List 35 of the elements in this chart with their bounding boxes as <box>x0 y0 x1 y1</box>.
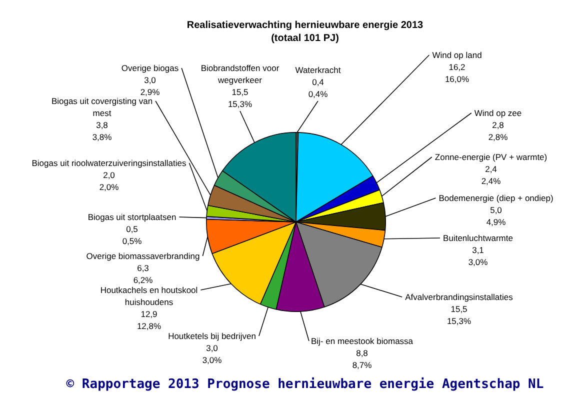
data-label: 15,5 15,3% <box>446 304 472 326</box>
slice-label: Biogas uit stortplaatsen <box>88 212 176 222</box>
slice-label: Wind op land <box>432 50 482 60</box>
slice-label: Waterkracht <box>295 65 342 75</box>
slice-label: Bodemenergie (diep + ondiep) <box>438 193 554 203</box>
slice-label: Overige biomassaverbranding <box>86 251 200 261</box>
slice-label: Houtketels bij bedrijven <box>168 331 256 341</box>
data-label: 15,5 15,3% <box>228 87 252 109</box>
data-label: 12,9 12,8% <box>136 309 162 331</box>
slice-label: Bij- en meestook biomassa <box>310 336 414 346</box>
data-label: 2,8 2,8% <box>488 120 508 142</box>
slice-label: Zonne-energie (PV + warmte) <box>434 152 548 162</box>
data-label: 3,1 3,0% <box>468 245 488 267</box>
chart-title: Realisatieverwachting hernieuwbare energie 2013 <box>186 20 424 31</box>
data-label: 6,3 6,2% <box>133 263 154 285</box>
slice-label: Biobrandstoffen voor wegverkeer <box>200 63 280 85</box>
slice-label: Overige biogas <box>121 63 179 73</box>
data-label: 5,0 4,9% <box>486 205 506 227</box>
text: © Rapportage 2013 Prognose hernieuwbare energie Agentschap NL <box>66 377 544 392</box>
data-label: 0,5 0,5% <box>122 224 142 246</box>
data-label: 3,0 2,9% <box>140 75 160 97</box>
slice-label: Afvalverbrandingsinstallaties <box>405 292 513 302</box>
slice-label: Biogas uit covergisting van mest <box>51 96 153 118</box>
slice-label: Biogas uit rioolwaterzuiveringsinstallaties <box>32 158 186 168</box>
data-label: 2,4 2,4% <box>481 164 502 186</box>
data-label: 0,4 0,4% <box>308 77 328 99</box>
data-label: 16,2 16,0% <box>444 62 470 84</box>
slice-label: Buitenluchtwarmte <box>443 233 514 243</box>
data-label: 3,8 3,8% <box>92 120 112 142</box>
data-label: 2,0 2,0% <box>99 170 120 192</box>
slice-label: Wind op zee <box>474 108 522 118</box>
slice-label: Houtkachels en houtskool huishoudens <box>100 285 198 307</box>
data-label: 8,8 8,7% <box>352 348 372 370</box>
chart-subtitle: (totaal 101 PJ) <box>271 33 339 44</box>
data-label: 3,0 3,0% <box>202 343 222 365</box>
